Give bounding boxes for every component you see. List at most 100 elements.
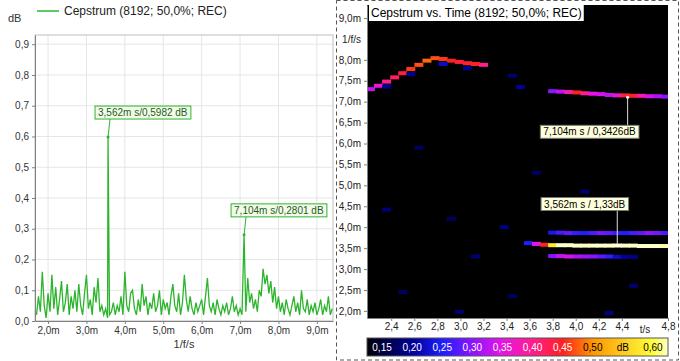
tick-label: 2,0m bbox=[37, 325, 59, 336]
tick: 3,0m bbox=[76, 321, 98, 336]
tick: 3,8 bbox=[546, 318, 560, 332]
tick-label: 0,3 bbox=[15, 223, 29, 234]
x-axis-title: 1/f/s bbox=[174, 338, 195, 350]
tick: 7,0m bbox=[339, 96, 367, 107]
heatmap-cell bbox=[382, 80, 391, 84]
heatmap-cell bbox=[621, 255, 630, 259]
heatmap-cell bbox=[367, 87, 375, 91]
tick-label: 9,0m bbox=[306, 325, 328, 336]
tick-label: 8,0m bbox=[268, 325, 290, 336]
heatmap-cell bbox=[653, 244, 662, 248]
panel-border bbox=[337, 1, 679, 361]
heatmap-cell bbox=[645, 94, 654, 98]
tick-mark bbox=[317, 321, 318, 324]
y-axis-title: dB bbox=[8, 12, 21, 24]
colorbar-tick-label: 0,45 bbox=[553, 342, 573, 353]
grid-line bbox=[35, 167, 333, 168]
grid-line bbox=[35, 259, 333, 260]
tick: 0,1 bbox=[15, 285, 35, 296]
tick-mark bbox=[364, 164, 367, 165]
tick: 6,5m bbox=[339, 117, 367, 128]
heatmap-cell bbox=[621, 231, 630, 235]
tick-label: 0,1 bbox=[15, 285, 29, 296]
heatmap-cell bbox=[629, 94, 638, 98]
colorbar-tick-label: 0,50 bbox=[583, 342, 603, 353]
tick-mark bbox=[240, 321, 241, 324]
colorbar-tick-label: 0,20 bbox=[402, 342, 422, 353]
colorbar-tick-label: 0,30 bbox=[463, 342, 483, 353]
tick: 4,5m bbox=[339, 201, 367, 212]
tick-mark bbox=[364, 227, 367, 228]
tick-mark bbox=[32, 44, 35, 45]
tick-mark bbox=[48, 321, 49, 324]
annotation-point bbox=[616, 244, 619, 247]
annotation-leader bbox=[627, 97, 628, 125]
tick-label: 0,0 bbox=[15, 316, 29, 327]
tick-label: 3,8 bbox=[546, 321, 560, 332]
tick-mark bbox=[125, 321, 126, 324]
heatmap-cell bbox=[580, 190, 589, 194]
heatmap-chart: 2,42,62,83,03,23,43,63,84,04,24,44,82,0m… bbox=[337, 1, 679, 361]
tick: 4,0m bbox=[114, 321, 136, 336]
heatmap-cell bbox=[431, 56, 440, 60]
tick-label: 0,2 bbox=[15, 254, 29, 265]
heatmap-cell bbox=[374, 84, 383, 88]
plot-area bbox=[367, 5, 668, 318]
grid-line bbox=[278, 35, 279, 321]
heatmap-cell bbox=[637, 231, 646, 235]
tick-mark bbox=[364, 102, 367, 103]
heatmap-cell bbox=[645, 231, 654, 235]
heatmap-cell bbox=[637, 244, 646, 248]
title-background bbox=[369, 5, 584, 21]
tick-label: 3,5m bbox=[339, 243, 361, 254]
heatmap-cell bbox=[589, 231, 598, 235]
heatmap-cell bbox=[447, 217, 456, 221]
heatmap-cell bbox=[629, 231, 638, 235]
heatmap-cell bbox=[605, 311, 614, 315]
annotation-point bbox=[626, 96, 629, 99]
tick-label: 4,0m bbox=[339, 222, 361, 233]
tick-label: 6,0m bbox=[339, 138, 361, 149]
heatmap-cell bbox=[597, 254, 606, 258]
heatmap-cell bbox=[597, 231, 606, 235]
tick: 2,5m bbox=[339, 285, 367, 296]
tick-label: 0,6 bbox=[15, 131, 29, 142]
tick-mark bbox=[364, 206, 367, 207]
heatmap-cell bbox=[572, 244, 581, 248]
tick: 0,5 bbox=[15, 162, 35, 173]
heatmap-cell bbox=[597, 92, 606, 96]
tick: 0,9 bbox=[15, 39, 35, 50]
annotation-text: 3,562m s / 1,33dB bbox=[544, 199, 625, 210]
y-axis-title: 1/f/s bbox=[342, 34, 361, 45]
heatmap-cell bbox=[508, 294, 517, 298]
heatmap-cell bbox=[605, 244, 614, 248]
data-layer bbox=[367, 56, 668, 315]
tick: 5,5m bbox=[339, 159, 367, 170]
annotation-leader bbox=[108, 119, 110, 137]
annotation: 3,562m s / 1,33dB bbox=[541, 198, 628, 248]
grid-line bbox=[35, 44, 333, 45]
heatmap-cell bbox=[637, 94, 646, 98]
tick: 4,2 bbox=[592, 318, 606, 332]
annotation: 7,104m s / 0,3426dB bbox=[540, 96, 639, 139]
heatmap-cell bbox=[613, 244, 622, 248]
chart-title: Cepstrum vs. Time (8192; 50,0%; REC) bbox=[371, 6, 582, 20]
tick-label: 0,7 bbox=[15, 100, 29, 111]
tick-label: 2,0m bbox=[339, 306, 361, 317]
tick-label: 7,0m bbox=[229, 325, 251, 336]
heatmap-cell bbox=[564, 90, 573, 94]
tick-mark bbox=[32, 167, 35, 168]
tick-mark bbox=[32, 198, 35, 199]
annotation-point bbox=[107, 136, 110, 139]
tick: 0,0 bbox=[15, 316, 35, 327]
heatmap-cell bbox=[548, 231, 557, 235]
annotation-leader bbox=[617, 211, 618, 246]
heatmap-cell bbox=[556, 231, 565, 235]
grid-line bbox=[240, 35, 241, 321]
colorbar-tick-label: 0,35 bbox=[493, 342, 513, 353]
tick: 3,2 bbox=[477, 318, 491, 332]
tick-mark bbox=[364, 248, 367, 249]
heatmap-cell bbox=[580, 231, 589, 235]
legend-swatch bbox=[37, 10, 59, 12]
grid-line bbox=[48, 35, 49, 321]
